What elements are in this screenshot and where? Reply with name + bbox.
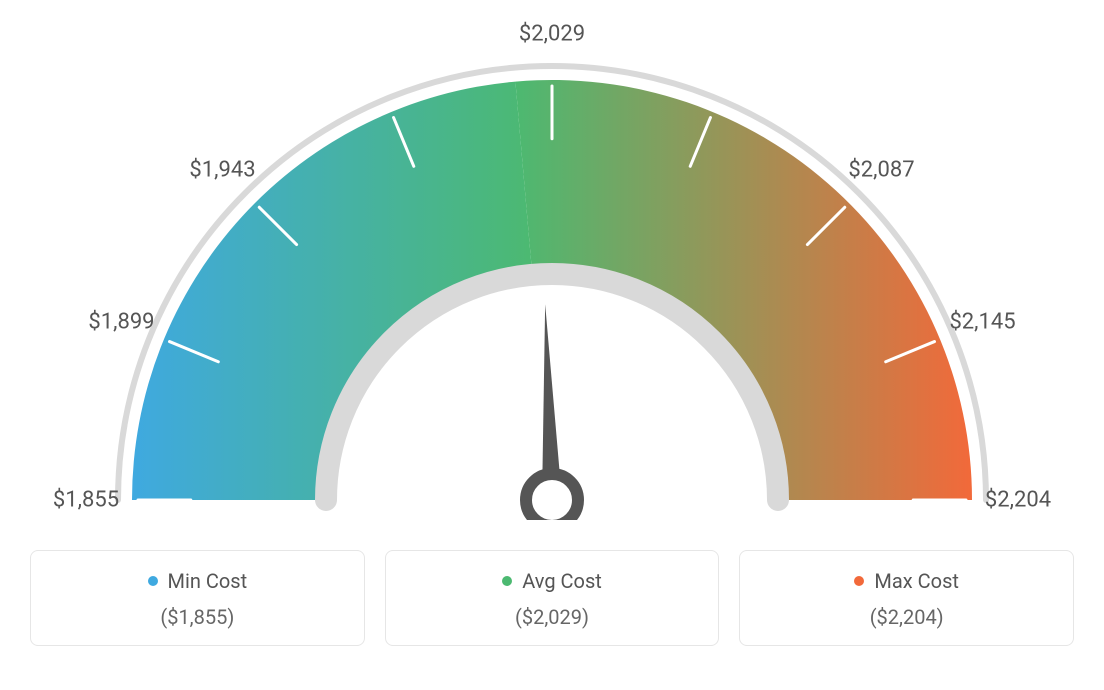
legend-label: Avg Cost [522, 569, 602, 593]
legend-title-min: Min Cost [148, 569, 248, 593]
legend-value-max: ($2,204) [750, 605, 1063, 629]
gauge-svg [30, 30, 1074, 520]
gauge-tick-label: $2,087 [848, 158, 914, 183]
legend-dot-max [854, 576, 864, 586]
legend-dot-avg [502, 576, 512, 586]
gauge-area: $1,855$1,899$1,943$2,029$2,087$2,145$2,2… [30, 30, 1074, 520]
gauge-tick-label: $1,855 [53, 488, 119, 513]
gauge-tick-label: $1,943 [189, 158, 255, 183]
gauge-tick-label: $2,029 [519, 22, 585, 47]
legend-title-max: Max Cost [854, 569, 959, 593]
legend-row: Min Cost ($1,855) Avg Cost ($2,029) Max … [30, 550, 1074, 646]
legend-title-avg: Avg Cost [502, 569, 602, 593]
gauge-tick-label: $2,145 [949, 309, 1015, 334]
legend-card-max: Max Cost ($2,204) [739, 550, 1074, 646]
legend-value-avg: ($2,029) [396, 605, 709, 629]
gauge-tick-label: $2,204 [985, 488, 1051, 513]
legend-label: Max Cost [874, 569, 959, 593]
legend-card-avg: Avg Cost ($2,029) [385, 550, 720, 646]
gauge-tick-label: $1,899 [88, 309, 154, 334]
legend-value-min: ($1,855) [41, 605, 354, 629]
legend-label: Min Cost [168, 569, 248, 593]
legend-card-min: Min Cost ($1,855) [30, 550, 365, 646]
cost-gauge-chart: $1,855$1,899$1,943$2,029$2,087$2,145$2,2… [30, 30, 1074, 646]
legend-dot-min [148, 576, 158, 586]
